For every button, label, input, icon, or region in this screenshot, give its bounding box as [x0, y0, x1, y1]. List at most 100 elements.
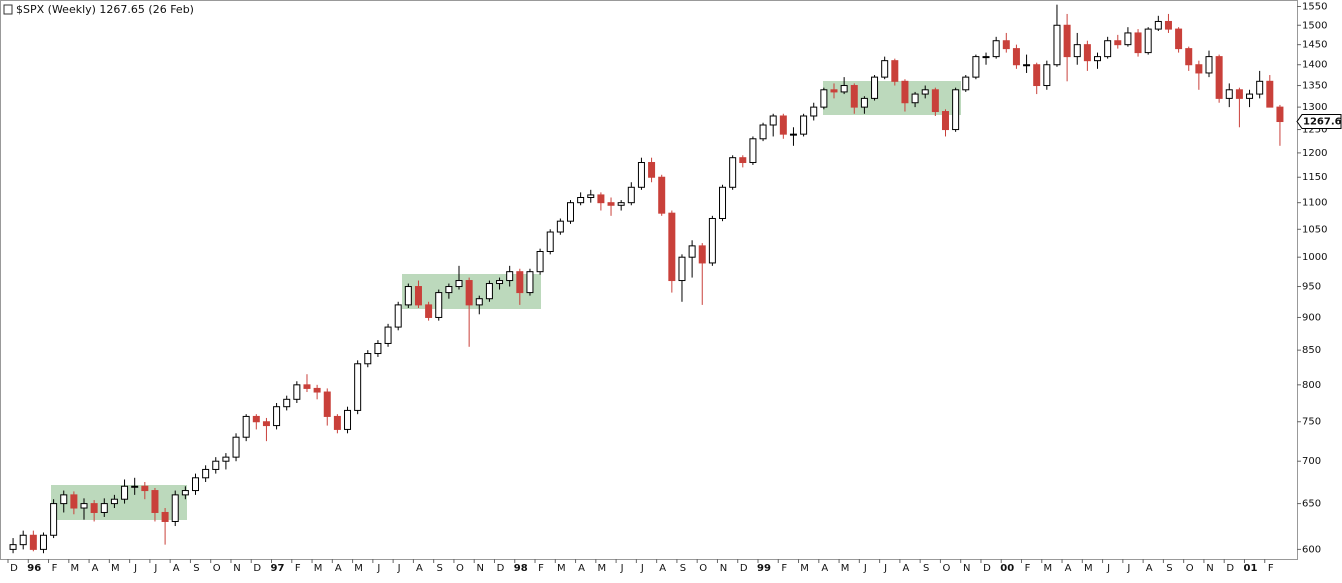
x-tick-label: J: [1126, 563, 1130, 574]
candle-body: [962, 76, 970, 91]
candle-body: [394, 304, 402, 328]
x-tick-label: S: [1166, 563, 1172, 574]
candle-body: [759, 124, 767, 140]
candle-body: [952, 89, 960, 131]
candle-body: [232, 436, 240, 458]
x-tick-label: M: [314, 563, 323, 574]
x-tick-label: A: [902, 563, 909, 574]
y-tick-label: 1050: [1302, 224, 1327, 235]
candle-body: [202, 468, 210, 479]
candle-body: [729, 157, 737, 188]
x-tick-label: F: [1025, 563, 1031, 574]
candle-body: [810, 106, 818, 117]
x-tick-label: N: [720, 563, 727, 574]
candle-body: [1023, 64, 1031, 67]
x-tick-label: A: [578, 563, 585, 574]
candle-body: [708, 217, 716, 264]
candle-body: [1276, 106, 1284, 123]
candle-body: [992, 40, 1000, 58]
candle-body: [181, 490, 189, 496]
candle-body: [577, 196, 585, 204]
x-tick-label: J: [863, 563, 867, 574]
candle-body: [1104, 40, 1112, 58]
x-tick-label: J: [640, 563, 644, 574]
candle-body: [627, 186, 635, 204]
x-tick-label: N: [233, 563, 240, 574]
x-tick-label: 98: [514, 563, 528, 574]
candle-body: [9, 544, 17, 550]
x-tick-label: 00: [1000, 563, 1014, 574]
candle-body: [506, 271, 514, 282]
x-tick-label: J: [620, 563, 624, 574]
y-tick-label: 950: [1302, 282, 1321, 293]
candle-body: [840, 85, 848, 93]
candle-body: [1012, 48, 1020, 66]
candle-body: [597, 194, 605, 204]
candle-body: [80, 503, 88, 509]
y-tick-label: 1500: [1302, 20, 1327, 31]
candle-body: [668, 212, 676, 282]
candle-body: [1094, 56, 1102, 62]
candle-body: [222, 456, 230, 462]
y-tick-label: 800: [1302, 380, 1321, 391]
candle-body: [739, 157, 747, 164]
x-tick-label: M: [800, 563, 809, 574]
candle-body: [820, 89, 828, 108]
x-tick-label: J: [883, 563, 887, 574]
candle-body: [698, 245, 706, 264]
candle-body: [404, 286, 412, 306]
candle-body: [455, 280, 463, 288]
x-tick-label: S: [923, 563, 929, 574]
candle-body: [100, 503, 108, 513]
y-tick-label: 1550: [1302, 2, 1327, 13]
x-tick-label: M: [70, 563, 79, 574]
candle-body: [800, 115, 808, 135]
candle-body: [617, 202, 625, 206]
x-tick-label: D: [740, 563, 748, 574]
x-tick-label: M: [598, 563, 607, 574]
candle-body: [688, 245, 696, 258]
chart-title: $SPX (Weekly) 1267.65 (26 Feb): [16, 3, 194, 16]
candle-body: [60, 494, 68, 505]
candle-body: [485, 283, 493, 300]
x-tick-label: M: [557, 563, 566, 574]
x-tick-label: J: [1106, 563, 1110, 574]
y-tick-label: 700: [1302, 456, 1321, 467]
y-tick-label: 600: [1302, 544, 1321, 555]
candle-body: [293, 384, 301, 400]
candle-body: [850, 85, 858, 108]
x-tick-label: S: [193, 563, 199, 574]
candle-body: [1256, 80, 1264, 95]
x-tick-label: D: [983, 563, 991, 574]
candle-body: [283, 398, 291, 408]
candle-body: [871, 76, 879, 99]
candle-body: [901, 80, 909, 104]
y-tick-label: 900: [1302, 312, 1321, 323]
candle-body: [262, 421, 270, 427]
candle-body: [536, 251, 544, 273]
y-tick-label: 750: [1302, 417, 1321, 428]
candle-body: [931, 89, 939, 113]
candle-body: [556, 220, 564, 233]
candle-body: [435, 292, 443, 318]
candle-body: [1083, 44, 1091, 62]
candle-body: [1124, 32, 1132, 46]
candle-body: [516, 271, 524, 294]
x-tick-label: 97: [271, 563, 285, 574]
candle-body: [566, 202, 574, 222]
candle-body: [121, 485, 129, 500]
candle-body: [1063, 24, 1071, 58]
candle-body: [607, 202, 615, 206]
x-tick-label: M: [354, 563, 363, 574]
candle-body: [911, 93, 919, 104]
candle-body: [1043, 64, 1051, 87]
candle-body: [941, 111, 949, 131]
candle-body: [333, 415, 341, 430]
x-tick-label: D: [1226, 563, 1234, 574]
y-tick-label: 850: [1302, 345, 1321, 356]
x-tick-label: A: [821, 563, 828, 574]
x-tick-label: O: [942, 563, 950, 574]
x-tick-label: J: [133, 563, 137, 574]
last-price-label: 1267.65: [1303, 117, 1342, 128]
candle-body: [637, 162, 645, 188]
